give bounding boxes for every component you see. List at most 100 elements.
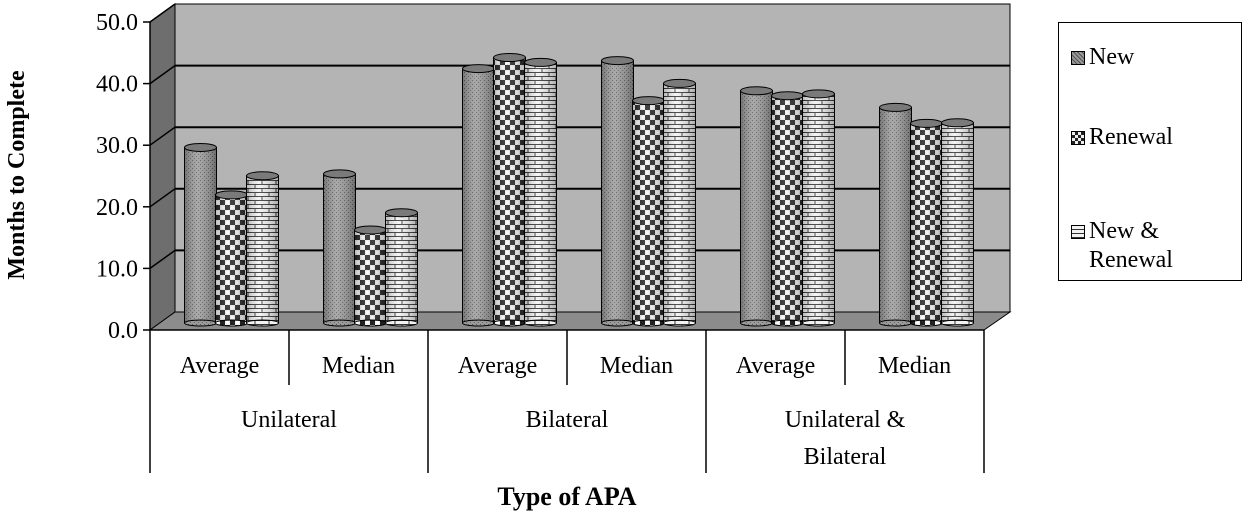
side-wall <box>149 3 176 331</box>
x-axis-title: Type of APA <box>497 482 636 511</box>
bar <box>632 96 665 327</box>
bar <box>184 142 217 327</box>
bar <box>802 89 835 327</box>
bar-top <box>385 208 418 218</box>
y-tick-label: 20.0 <box>96 195 138 221</box>
legend: New Renewal New & Renewal <box>1058 22 1242 281</box>
y-tick-label: 0.0 <box>108 318 138 344</box>
bar-base <box>385 319 418 327</box>
bar-top <box>740 86 773 96</box>
bar <box>354 225 387 327</box>
bar-top <box>462 64 495 74</box>
bar-top <box>771 91 804 101</box>
legend-swatch <box>1071 131 1085 145</box>
bar-shade <box>663 82 696 324</box>
gridline-side <box>149 64 176 85</box>
bar <box>493 53 526 327</box>
bar-top <box>215 190 248 200</box>
bar-shade <box>323 173 356 324</box>
bar <box>941 118 974 327</box>
bar-top <box>663 78 696 88</box>
y-axis-title: Months to Complete <box>4 70 30 280</box>
gridline-side <box>149 126 176 146</box>
category-label: Average <box>180 353 260 379</box>
bar <box>663 78 696 327</box>
bar-shade <box>493 57 526 324</box>
bar-base <box>354 319 387 327</box>
back-wall <box>174 3 1011 313</box>
bar <box>215 190 248 327</box>
bar-base <box>740 319 773 327</box>
bar-top <box>323 169 356 179</box>
y-tick-label: 30.0 <box>96 133 138 159</box>
category-label: Median <box>600 353 673 379</box>
gridline-side <box>149 188 176 208</box>
bar-shade <box>941 122 974 324</box>
bar-shade <box>462 68 495 324</box>
bar-base <box>215 319 248 327</box>
bar-base <box>246 319 279 327</box>
legend-label-line: Renewal <box>1089 124 1173 150</box>
bar-top <box>246 171 279 181</box>
legend-label: New & Renewal <box>1089 217 1173 275</box>
legend-label-line: New & <box>1089 218 1159 244</box>
bar <box>385 208 418 327</box>
category-label: Median <box>322 353 395 379</box>
bar-shade <box>354 229 387 324</box>
bar-base <box>462 319 495 327</box>
bar-base <box>802 319 835 327</box>
category-label: Average <box>458 353 538 379</box>
bar <box>323 169 356 327</box>
legend-item: New & Renewal <box>1071 217 1173 275</box>
bar-shade <box>524 61 557 324</box>
bar-top <box>601 56 634 66</box>
group-label: Bilateral <box>526 407 609 433</box>
bar-base <box>184 319 217 327</box>
y-tick-label: 40.0 <box>96 72 138 98</box>
bar <box>771 91 804 327</box>
bar-base <box>323 319 356 327</box>
legend-label: Renewal <box>1089 123 1173 152</box>
y-tick-label: 10.0 <box>96 256 138 282</box>
bar-shade <box>246 175 279 324</box>
bar <box>879 102 912 327</box>
bar-base <box>879 319 912 327</box>
y-tick-label: 50.0 <box>96 10 138 36</box>
bar-base <box>941 319 974 327</box>
bar <box>462 64 495 327</box>
bar-top <box>632 96 665 106</box>
category-label: Average <box>736 353 816 379</box>
bar-top <box>802 89 835 99</box>
bar-base <box>601 319 634 327</box>
bar-shade <box>215 194 248 324</box>
bar-top <box>910 118 943 128</box>
bar-shade <box>879 106 912 324</box>
bar-shade <box>632 100 665 324</box>
bar-shade <box>771 95 804 324</box>
bar-top <box>879 102 912 112</box>
legend-label-line: Renewal <box>1089 247 1173 273</box>
bar-shade <box>740 90 773 324</box>
group-label: Unilateral & <box>785 407 906 433</box>
category-label: Median <box>878 353 951 379</box>
bar <box>740 86 773 327</box>
bar-shade <box>910 122 943 324</box>
bar-base <box>663 319 696 327</box>
bar-base <box>493 319 526 327</box>
bar-base <box>632 319 665 327</box>
bar-shade <box>802 93 835 324</box>
bar-top <box>354 225 387 235</box>
bar-shade <box>184 146 217 324</box>
bar-top <box>493 53 526 63</box>
bar-top <box>184 142 217 152</box>
legend-label: New <box>1089 43 1134 72</box>
bar-shade <box>385 212 418 324</box>
legend-item: New <box>1071 43 1134 72</box>
bar-top <box>941 118 974 128</box>
bar <box>246 171 279 327</box>
legend-item: Renewal <box>1071 123 1173 152</box>
group-label: Unilateral <box>241 407 337 433</box>
bar <box>524 57 557 327</box>
bar-base <box>771 319 804 327</box>
